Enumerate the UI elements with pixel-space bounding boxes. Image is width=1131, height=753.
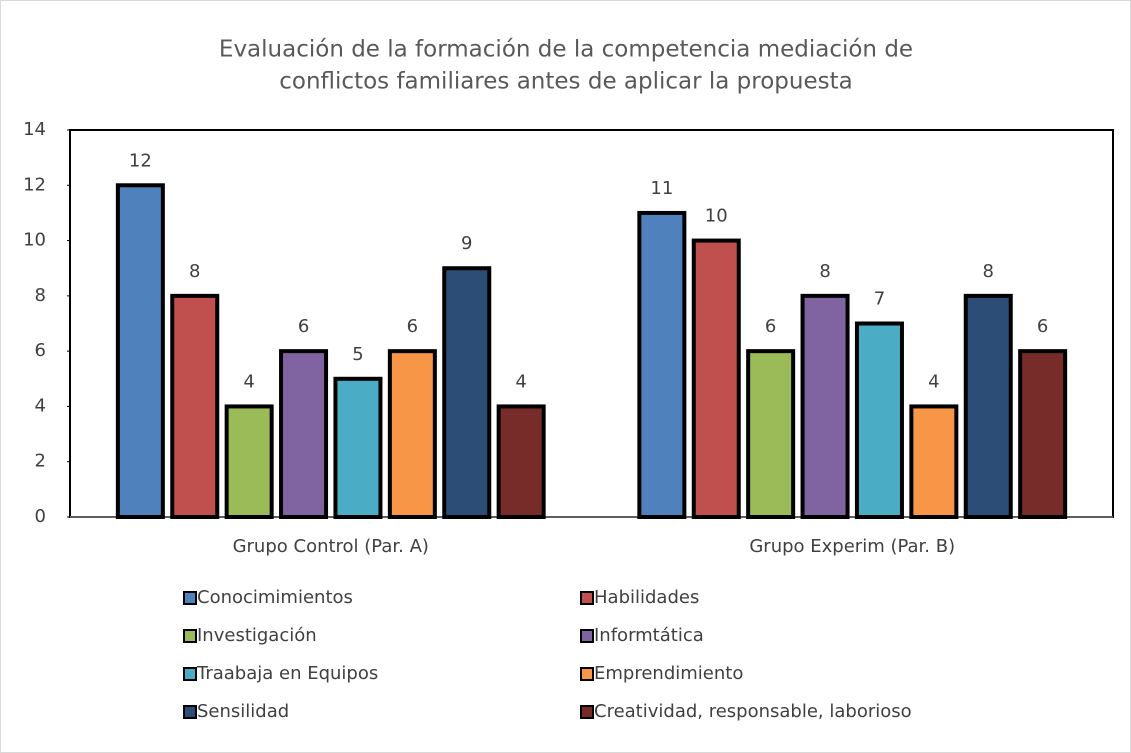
y-tick-label: 8 (35, 285, 46, 306)
y-tick-label: 10 (23, 230, 46, 251)
chart-title: conflictos familiares antes de aplicar l… (279, 69, 852, 95)
legend-marker (580, 667, 594, 681)
x-tick-label: Grupo Control (Par. A) (233, 536, 429, 557)
data-label: 11 (650, 178, 673, 199)
legend-marker (183, 591, 197, 605)
y-tick-label: 6 (35, 340, 46, 361)
legend-label: Sensilidad (197, 701, 289, 722)
legend-label: Conocimimientos (197, 587, 353, 608)
y-tick-label: 0 (35, 506, 46, 527)
bar (854, 321, 904, 519)
bar (224, 404, 274, 519)
data-label: 12 (129, 150, 152, 171)
legend-marker (183, 705, 197, 719)
bar (691, 238, 741, 519)
bar (637, 210, 687, 520)
bar (442, 266, 492, 520)
data-label: 4 (928, 371, 939, 392)
bar (333, 376, 383, 519)
legend-marker (580, 629, 594, 643)
bar (115, 183, 165, 520)
data-label: 6 (765, 316, 776, 337)
bar (387, 349, 437, 519)
data-label: 8 (189, 261, 200, 282)
legend-label: Traabaja en Equipos (196, 663, 378, 684)
legend-marker (183, 629, 197, 643)
chart-title: Evaluación de la formación de la compete… (219, 37, 913, 63)
data-label: 6 (1037, 316, 1048, 337)
y-tick-label: 14 (23, 119, 46, 140)
bar (909, 404, 959, 519)
data-label: 8 (819, 261, 830, 282)
data-label: 8 (983, 261, 994, 282)
legend-label: Creatividad, responsable, laborioso (594, 701, 912, 722)
data-label: 10 (705, 206, 728, 227)
data-label: 9 (461, 233, 472, 254)
y-tick-label: 12 (23, 174, 46, 195)
legend-label: Informtática (594, 625, 704, 646)
bar (746, 349, 796, 519)
bar (963, 293, 1013, 519)
legend-marker (580, 705, 594, 719)
y-tick-label: 2 (35, 451, 46, 472)
bar (800, 293, 850, 519)
data-label: 6 (298, 316, 309, 337)
bar (496, 404, 546, 519)
legend-label: Habilidades (594, 587, 699, 608)
bar (279, 349, 329, 519)
data-label: 7 (874, 289, 885, 310)
data-label: 4 (243, 371, 254, 392)
y-tick-label: 4 (35, 395, 46, 416)
data-label: 5 (352, 344, 363, 365)
x-tick-label: Grupo Experim (Par. B) (749, 536, 955, 557)
legend-marker (580, 591, 594, 605)
data-label: 6 (407, 316, 418, 337)
legend-label: Investigación (197, 625, 317, 646)
bar (1018, 349, 1068, 519)
legend-label: Emprendimiento (594, 663, 743, 684)
data-label: 4 (515, 371, 526, 392)
bar (170, 293, 220, 519)
legend-marker (183, 667, 197, 681)
